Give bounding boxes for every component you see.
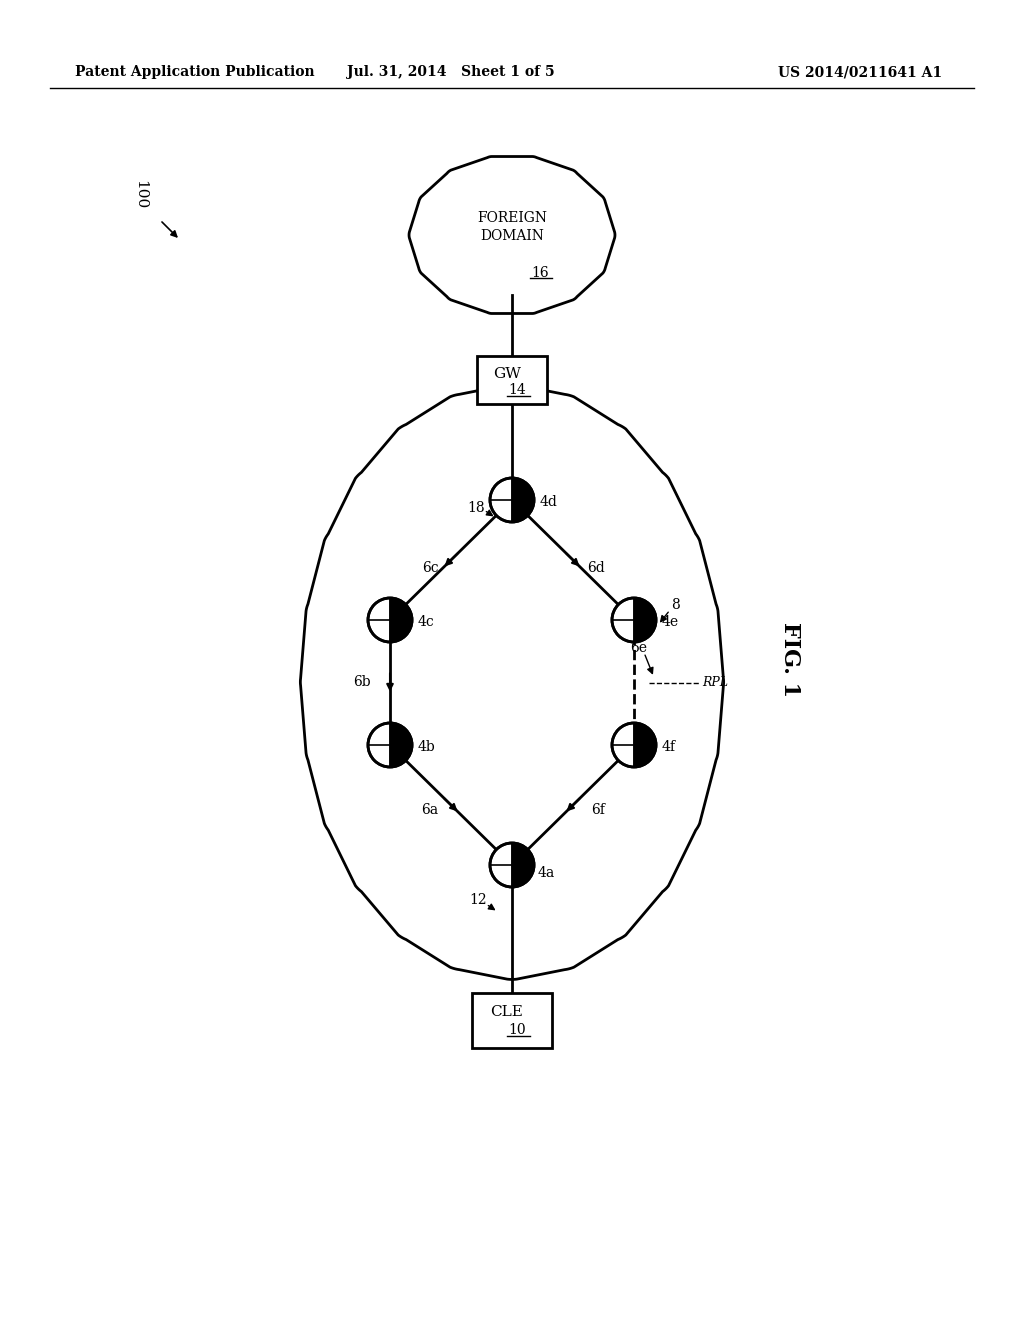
Text: 100: 100 [133, 181, 147, 210]
Circle shape [368, 598, 412, 642]
Text: 6f: 6f [591, 803, 605, 817]
Text: 4d: 4d [540, 495, 558, 510]
Text: 4e: 4e [662, 615, 679, 630]
Circle shape [490, 478, 534, 521]
Text: 4f: 4f [662, 741, 676, 754]
Text: 18: 18 [467, 502, 484, 515]
Bar [472, 993, 552, 1048]
Text: 6a: 6a [422, 803, 438, 817]
Text: 10: 10 [508, 1023, 525, 1038]
Circle shape [612, 723, 656, 767]
Text: 8: 8 [672, 598, 680, 612]
Text: 6d: 6d [587, 561, 605, 576]
Circle shape [490, 843, 534, 887]
Polygon shape [390, 723, 412, 767]
Text: US 2014/0211641 A1: US 2014/0211641 A1 [778, 65, 942, 79]
Text: CLE: CLE [490, 1005, 523, 1019]
Text: 4a: 4a [538, 866, 555, 880]
Polygon shape [409, 157, 615, 313]
Text: 6b: 6b [353, 675, 371, 689]
Polygon shape [512, 843, 534, 887]
Text: 6c: 6c [422, 561, 438, 576]
Text: FOREIGN
DOMAIN: FOREIGN DOMAIN [477, 211, 547, 243]
Polygon shape [634, 598, 656, 642]
Text: 14: 14 [508, 383, 526, 397]
Text: RPL: RPL [702, 676, 728, 689]
Circle shape [368, 723, 412, 767]
Text: Jul. 31, 2014   Sheet 1 of 5: Jul. 31, 2014 Sheet 1 of 5 [347, 65, 554, 79]
Bar [477, 356, 547, 404]
Circle shape [612, 598, 656, 642]
Text: 12: 12 [469, 894, 486, 907]
Text: GW: GW [494, 367, 521, 381]
Text: 4c: 4c [418, 615, 435, 630]
Polygon shape [512, 478, 534, 521]
Text: 6e: 6e [631, 640, 647, 655]
Polygon shape [390, 598, 412, 642]
Text: 16: 16 [531, 267, 549, 280]
Text: Patent Application Publication: Patent Application Publication [75, 65, 314, 79]
Polygon shape [634, 723, 656, 767]
Text: 4b: 4b [418, 741, 436, 754]
Polygon shape [300, 384, 724, 979]
Text: FIG. 1: FIG. 1 [779, 623, 801, 697]
